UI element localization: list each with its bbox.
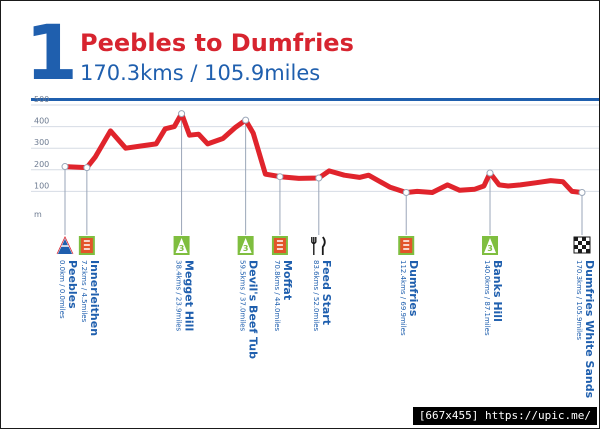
waypoint-name: Dumfries [407,260,420,317]
checkered-square [574,245,578,249]
waypoint-distance: 70.8kms / 44.0miles [273,260,281,332]
flag-edge [56,236,74,255]
checkered-square [582,245,586,249]
checkered-square [578,249,582,253]
sprint-icon [398,236,415,255]
waypoint-marker [486,169,494,177]
mountain-shape [484,238,497,253]
sprint-stripes [83,240,90,250]
waypoint-marker [178,110,186,118]
checkered-square [578,241,582,245]
waypoint-marker [315,174,323,182]
y-unit-label: m [34,210,42,219]
waypoint-marker [242,116,250,124]
checkered-square [586,249,590,253]
waypoint-name: Dumfries White Sands [583,260,596,399]
climb-icon: 3 [173,236,190,255]
waypoint-name: Moffat [281,260,294,300]
waypoint-name: Innerleithen [88,260,101,336]
route-distance: 170.3kms / 105.9miles [80,61,321,85]
waypoint-distance: 7.2kms / 4.5miles [80,260,88,323]
checkered-square [586,241,590,245]
feed-icon [311,236,326,255]
image-watermark: [667x455] https://upic.me/ [412,407,597,425]
checkered-square [574,237,578,241]
waypoint-marker [402,188,410,196]
mountain-shape [175,238,188,253]
sprint-icon [78,236,95,255]
waypoint-marker [276,173,284,181]
waypoint-marker [83,164,91,172]
waypoint-distance: 0.0km / 0.0miles [58,260,66,319]
climb-category: 3 [487,244,493,253]
route-title: Peebles to Dumfries [80,29,354,57]
waypoint-distance: 140.0kms / 87.1miles [483,260,491,336]
finish-flag-icon [573,236,591,254]
elevation-profile-line [62,111,585,195]
waypoint-distance: 59.5kms / 37.0miles [239,260,247,332]
sprint-stripes [403,240,410,250]
y-tick-label: 100 [34,181,49,190]
y-tick-label: 300 [34,138,49,147]
waypoint-distance: 83.6kms / 52.0miles [312,260,320,332]
start-flag-icon [56,236,74,255]
waypoint-name: Banks Hill [491,260,504,322]
waypoint-name: Megget Hill [183,260,196,331]
waypoint-name: Feed Start [320,260,333,325]
climb-category: 3 [243,244,249,253]
waypoint-marker [578,188,586,196]
y-tick-label: 400 [34,117,49,126]
climb-icon: 3 [237,236,254,255]
waypoint-distance: 170.3kms / 105.9miles [575,260,583,340]
waypoint-distance: 38.4kms / 23.9miles [175,260,183,332]
header-divider [31,98,599,101]
sprint-stripes [276,240,283,250]
y-tick-label: 500 [34,95,49,104]
checkered-square [582,237,586,241]
stage-number: 1 [25,8,78,97]
fork-shape [311,237,317,255]
climb-category: 3 [179,244,185,253]
y-tick-label: 200 [34,160,49,169]
climb-icon: 3 [482,236,499,255]
mountain-shape [239,238,252,253]
waypoint-name: Peebles [66,260,79,309]
waypoint-marker [61,163,69,171]
knife-shape [321,236,326,255]
waypoint-name: Devil's Beef Tub [247,260,260,359]
waypoint-distance: 112.4kms / 69.9miles [399,260,407,336]
sprint-icon [271,236,288,255]
